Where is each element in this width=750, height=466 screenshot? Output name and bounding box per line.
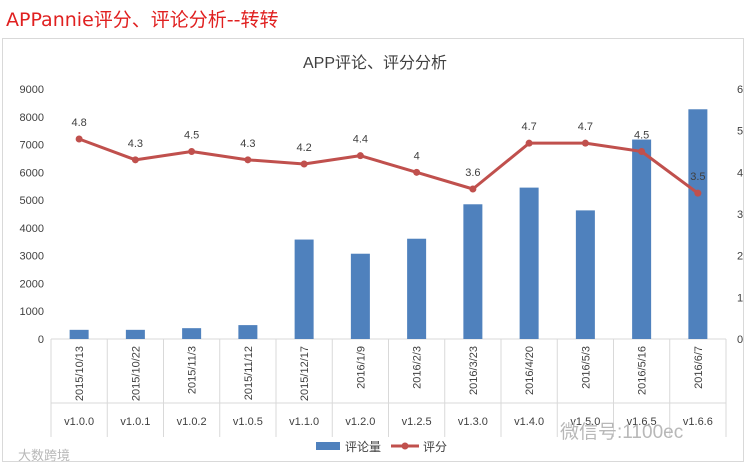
- wechat-watermark: 微信号:1100ec: [560, 422, 684, 443]
- y-right-tick-label: 3: [737, 209, 743, 221]
- rating-data-label: 4.2: [296, 142, 311, 154]
- bar-comments: [238, 325, 258, 339]
- rating-data-label: 4: [414, 150, 420, 162]
- x-tick-label-date: 2016/5/16: [637, 346, 649, 395]
- rating-line: [78, 137, 699, 195]
- y-left-tick-label: 9000: [20, 84, 44, 96]
- x-tick-label-date: 2015/10/13: [74, 346, 86, 401]
- x-tick-label-date: 2015/11/12: [243, 346, 255, 400]
- rating-point: [469, 185, 477, 193]
- x-tick-label-version: v1.0.1: [120, 416, 150, 428]
- y-right-tick-label: 2: [737, 251, 743, 263]
- rating-point: [581, 139, 589, 147]
- x-tick-label-date: 2016/6/7: [693, 346, 705, 389]
- bar-comments: [632, 139, 652, 339]
- bar-comments: [575, 210, 595, 339]
- x-tick-label-version: v1.6.6: [683, 416, 713, 428]
- x-tick-label-version: v1.4.0: [514, 416, 544, 428]
- rating-data-label: 4.8: [71, 117, 86, 129]
- x-tick-label-date: 2016/4/20: [524, 346, 536, 395]
- rating-point: [244, 156, 252, 164]
- chart-title: APP评论、评分分析: [303, 54, 447, 72]
- rating-point: [75, 135, 83, 143]
- brand-watermark: 大数跨境: [18, 448, 71, 463]
- rating-point: [188, 148, 196, 155]
- rating-point: [413, 168, 421, 176]
- bar-comments: [182, 328, 202, 339]
- rating-point: [131, 156, 139, 164]
- y-left-tick-label: 1000: [20, 306, 44, 318]
- rating-data-label: 4.5: [184, 130, 199, 142]
- x-tick-label-version: v1.2.5: [402, 416, 432, 428]
- rating-data-label: 4.3: [240, 138, 255, 150]
- x-tick-label-version: v1.6.5: [627, 416, 657, 428]
- x-tick-label-date: 2016/1/9: [355, 346, 367, 389]
- bar-comments: [125, 329, 145, 339]
- bar-comments: [688, 109, 708, 340]
- x-tick-label-date: 2016/2/3: [412, 346, 424, 389]
- x-tick-label-version: v1.3.0: [458, 416, 488, 428]
- y-left-tick-label: 8000: [20, 112, 44, 124]
- rating-data-label: 3.5: [690, 171, 705, 183]
- chart-frame: [2, 38, 744, 462]
- y-left-tick-label: 0: [38, 334, 44, 346]
- y-left-tick-label: 5000: [20, 195, 44, 207]
- y-right-tick-label: 1: [737, 292, 743, 304]
- y-left-tick-label: 6000: [20, 167, 44, 179]
- rating-point: [300, 160, 308, 168]
- rating-data-label: 4.4: [353, 134, 368, 146]
- rating-point: [525, 139, 533, 147]
- bar-comments: [463, 204, 483, 339]
- rating-data-label: 4.5: [634, 130, 649, 142]
- y-right-tick-label: 0: [737, 334, 743, 346]
- y-right-tick-label: 6: [737, 84, 743, 96]
- x-tick-label-version: v1.0.0: [64, 416, 94, 428]
- y-left-tick-label: 4000: [20, 223, 44, 235]
- x-tick-label-version: v1.0.2: [177, 416, 207, 428]
- rating-point: [638, 148, 646, 155]
- y-left-tick-label: 2000: [20, 278, 44, 290]
- y-left-tick-label: 7000: [20, 140, 44, 152]
- x-tick-label-version: v1.1.0: [289, 416, 319, 428]
- y-right-tick-label: 5: [737, 126, 743, 138]
- legend-marker-rating: [401, 442, 409, 450]
- x-tick-label-date: 2015/11/3: [187, 346, 199, 394]
- legend-swatch-comments: [316, 442, 340, 450]
- rating-point: [356, 152, 364, 160]
- rating-data-label: 3.6: [465, 167, 480, 179]
- x-tick-label-date: 2016/5/3: [580, 346, 592, 389]
- bar-comments: [350, 253, 370, 339]
- bar-comments: [407, 238, 427, 339]
- rating-data-label: 4.7: [578, 121, 593, 133]
- bar-comments: [294, 239, 314, 339]
- bar-comments: [519, 187, 539, 339]
- x-tick-label-date: 2015/12/17: [299, 346, 311, 401]
- rating-data-label: 4.3: [128, 138, 143, 150]
- x-tick-label-date: 2016/3/23: [468, 346, 480, 395]
- y-right-tick-label: 4: [737, 167, 743, 179]
- page-heading: APPannie评分、评论分析--转转: [6, 9, 279, 31]
- legend-label-rating: 评分: [423, 440, 447, 454]
- x-tick-label-version: v1.0.5: [233, 416, 263, 428]
- rating-point: [694, 189, 702, 197]
- x-tick-label-date: 2015/10/22: [130, 346, 142, 401]
- x-tick-label-version: v1.2.0: [345, 416, 375, 428]
- bar-comments: [69, 329, 89, 339]
- x-tick-label-version: v1.5.0: [570, 416, 600, 428]
- rating-data-label: 4.7: [521, 121, 536, 133]
- y-left-tick-label: 3000: [20, 251, 44, 263]
- legend-label-comments: 评论量: [345, 440, 381, 454]
